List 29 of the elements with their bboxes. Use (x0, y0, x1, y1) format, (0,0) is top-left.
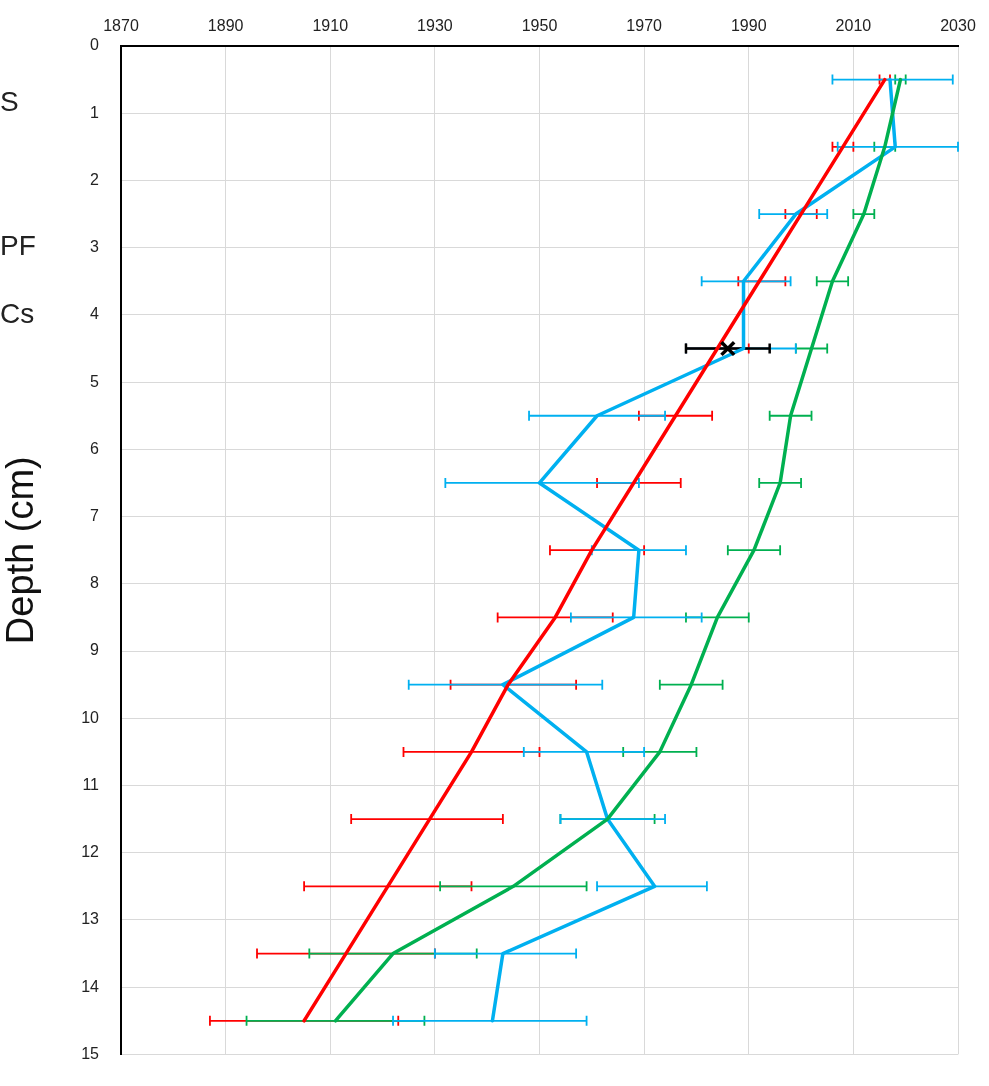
x-tick-label: 1990 (730, 16, 767, 34)
y-tick-label: 13 (81, 910, 100, 928)
y-tick-label: 12 (81, 843, 100, 861)
y-tick-label: 9 (90, 641, 100, 659)
x-tick-label: 1950 (521, 16, 558, 34)
y-tick-label: 11 (82, 775, 100, 793)
x-tick-label: 1970 (626, 16, 663, 34)
y-tick-label: 14 (81, 977, 100, 995)
y-tick-label: 0 (90, 36, 100, 54)
text: Cs (0, 297, 35, 329)
y-tick-label: 7 (90, 506, 100, 524)
y-tick-label: 15 (81, 1044, 100, 1062)
y-tick-label: 4 (90, 305, 100, 323)
y-tick-label: 5 (90, 372, 100, 390)
x-tick-label: 1930 (417, 16, 453, 34)
x-tick-label: 1870 (103, 16, 139, 34)
y-tick-label: 1 (90, 103, 100, 121)
y-tick-label: 6 (90, 439, 100, 457)
y-tick-label: 10 (81, 708, 100, 726)
y-axis-title: Depth (cm) (0, 456, 42, 645)
x-tick-label: 2010 (835, 16, 872, 34)
y-tick-label: 8 (90, 574, 100, 592)
y-tick-label: 3 (90, 238, 100, 256)
x-tick-label: 2030 (940, 16, 976, 34)
x-tick-label: 1910 (312, 16, 349, 34)
text: PF (0, 230, 36, 262)
y-tick-label: 2 (90, 170, 100, 188)
x-tick-label: 1890 (207, 16, 244, 34)
text: S (0, 85, 19, 117)
